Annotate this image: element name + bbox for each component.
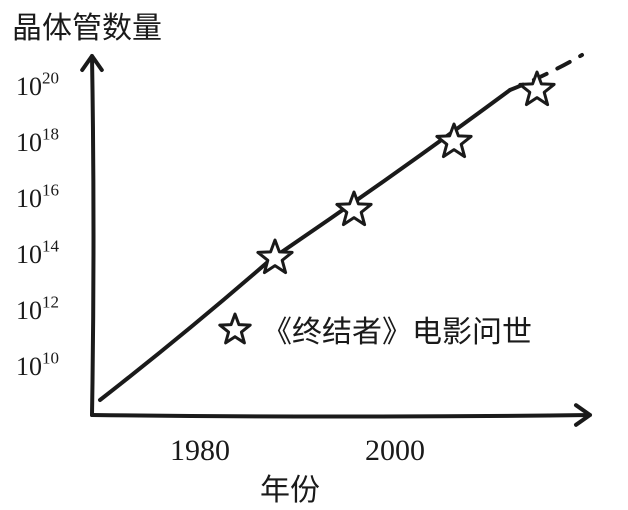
x-tick-label: 1980 <box>170 434 230 467</box>
star-icon <box>437 124 471 157</box>
transistor-chart: 1010 1012 1014 1016 1018 1020 1980 2000 《终结者》电… <box>0 0 628 510</box>
x-axis-title: 年份 <box>260 474 320 507</box>
x-tick-label: 2000 <box>365 434 425 467</box>
y-tick-label: 1018 <box>16 124 59 157</box>
x-tick-labels: 1980 2000 <box>170 434 425 467</box>
y-axis-title: 晶体管数量 <box>12 12 162 45</box>
data-points <box>258 72 554 273</box>
star-icon <box>220 314 250 343</box>
star-icon <box>337 192 371 225</box>
legend: 《终结者》电影问世 <box>220 314 532 349</box>
legend-text: 《终结者》电影问世 <box>262 316 532 349</box>
y-tick-label: 1012 <box>16 292 59 325</box>
y-tick-label: 1020 <box>16 68 59 101</box>
star-icon <box>520 72 554 105</box>
y-tick-labels: 1010 1012 1014 1016 1018 1020 <box>16 68 60 381</box>
y-tick-label: 1016 <box>16 180 59 213</box>
x-axis <box>92 405 590 425</box>
y-axis <box>82 56 102 415</box>
y-tick-label: 1014 <box>16 236 60 269</box>
y-tick-label: 1010 <box>16 348 59 381</box>
